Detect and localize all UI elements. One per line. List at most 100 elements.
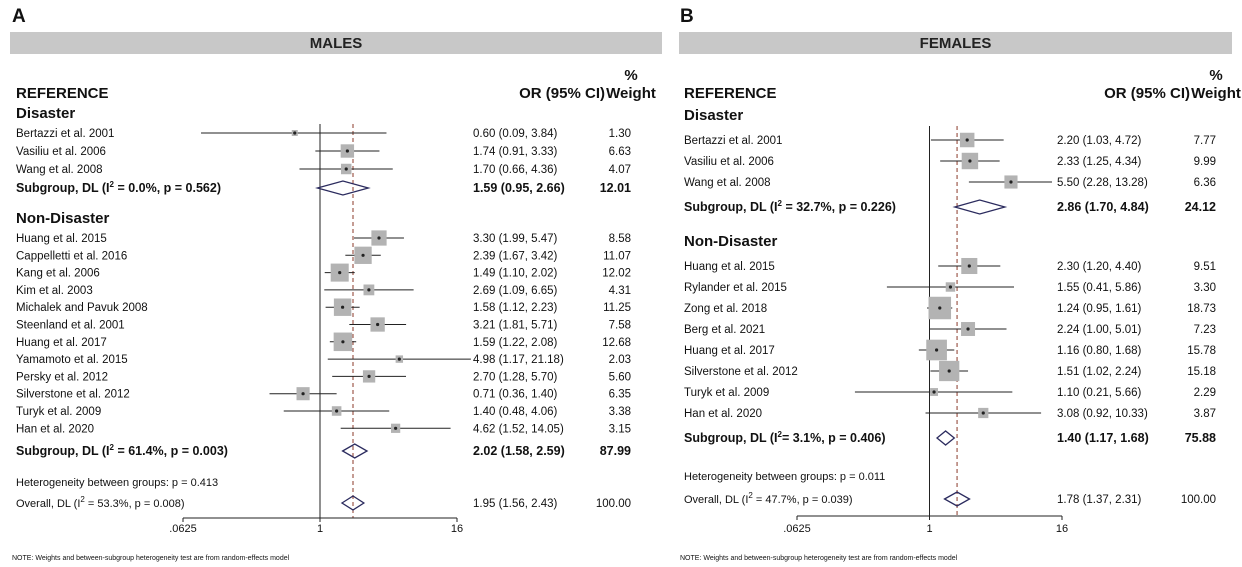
study-point xyxy=(948,285,953,289)
study-weight: 12.02 xyxy=(602,268,631,280)
study-or-ci: 2.20 (1.03, 4.72) xyxy=(1057,135,1142,147)
study-weight: 15.78 xyxy=(1187,345,1216,357)
study-point xyxy=(376,322,380,327)
study-label: Persky et al. 2012 xyxy=(16,371,108,383)
subgroup-label: Subgroup, DL (I2 = 32.7%, p = 0.226) xyxy=(684,199,896,214)
study-or-ci: 3.30 (1.99, 5.47) xyxy=(473,233,558,245)
study-weight: 4.31 xyxy=(609,285,631,297)
study-label: Turyk et al. 2009 xyxy=(684,387,769,399)
study-label: Huang et al. 2017 xyxy=(16,337,107,349)
study-weight: 2.29 xyxy=(1194,387,1216,399)
study-or-ci: 1.24 (0.95, 1.61) xyxy=(1057,303,1142,315)
study-or-ci: 2.70 (1.28, 5.70) xyxy=(473,371,558,383)
study-weight: 15.18 xyxy=(1187,366,1216,378)
study-or-ci: 4.62 (1.52, 14.05) xyxy=(473,423,564,435)
study-label: Yamamoto et al. 2015 xyxy=(16,354,128,366)
study-or-ci: 2.30 (1.20, 4.40) xyxy=(1057,261,1142,273)
overall-label: Overall, DL (I2 = 47.7%, p = 0.039) xyxy=(684,491,853,506)
study-point xyxy=(335,409,339,413)
heterogeneity-text: Heterogeneity between groups: p = 0.413 xyxy=(16,477,218,489)
column-header-weight-top: % xyxy=(624,67,637,84)
column-header-weight-top: % xyxy=(1209,67,1222,84)
study-or-ci: 1.51 (1.02, 2.24) xyxy=(1057,366,1142,378)
study-or-ci: 1.55 (0.41, 5.86) xyxy=(1057,282,1142,294)
study-point xyxy=(397,357,401,361)
subgroup-label: Subgroup, DL (I2= 3.1%, p = 0.406) xyxy=(684,430,886,445)
x-axis-tick-label: 16 xyxy=(451,523,463,535)
study-point xyxy=(345,149,349,153)
study-or-ci: 4.98 (1.17, 21.18) xyxy=(473,354,564,366)
study-point xyxy=(965,138,969,142)
overall-weight: 100.00 xyxy=(596,498,631,510)
column-header-weight: Weight xyxy=(1191,85,1241,102)
study-label: Vasiliu et al. 2006 xyxy=(684,156,774,168)
study-label: Silverstone et al. 2012 xyxy=(684,366,798,378)
study-or-ci: 1.70 (0.66, 4.36) xyxy=(473,164,558,176)
x-axis-tick-label: 1 xyxy=(317,523,323,535)
group-heading-disaster: Disaster xyxy=(684,107,743,124)
study-label: Zong et al. 2018 xyxy=(684,303,767,315)
study-label: Turyk et al. 2009 xyxy=(16,406,101,418)
study-point xyxy=(344,167,348,171)
study-point xyxy=(341,340,345,344)
panel-banner-title: MALES xyxy=(310,35,363,52)
column-header-weight: Weight xyxy=(606,85,656,102)
study-or-ci: 3.21 (1.81, 5.71) xyxy=(473,320,558,332)
group-heading-disaster: Disaster xyxy=(16,105,75,122)
study-weight: 9.99 xyxy=(1194,156,1216,168)
study-weight: 3.38 xyxy=(609,406,631,418)
column-header-reference: REFERENCE xyxy=(684,85,777,102)
study-or-ci: 2.69 (1.09, 6.65) xyxy=(473,285,558,297)
x-axis-tick-label: .0625 xyxy=(783,523,811,535)
study-point xyxy=(377,236,381,240)
study-label: Cappelletti et al. 2016 xyxy=(16,250,127,262)
subgroup-diamond xyxy=(341,443,369,459)
study-weight: 3.15 xyxy=(609,423,631,435)
panel-females: B FEMALES REFERENCE OR (95% CI)%Weight .0625… xyxy=(679,6,1241,562)
study-label: Huang et al. 2015 xyxy=(16,233,107,245)
study-or-ci: 1.16 (0.80, 1.68) xyxy=(1057,345,1142,357)
study-or-ci: 0.71 (0.36, 1.40) xyxy=(473,389,558,401)
study-or-ci: 0.60 (0.09, 3.84) xyxy=(473,128,558,140)
study-point xyxy=(1009,180,1013,184)
study-weight: 7.23 xyxy=(1194,324,1216,336)
subgroup-label: Subgroup, DL (I2 = 0.0%, p = 0.562) xyxy=(16,180,221,195)
study-or-ci: 2.39 (1.67, 3.42) xyxy=(473,250,558,262)
overall-weight: 100.00 xyxy=(1181,494,1216,506)
study-weight: 3.30 xyxy=(1194,282,1216,294)
panel-banner xyxy=(10,32,662,54)
panel-banner xyxy=(679,32,1232,54)
study-weight: 9.51 xyxy=(1194,261,1216,273)
study-label: Kang et al. 2006 xyxy=(16,268,100,280)
study-point xyxy=(947,369,951,373)
overall-or-ci: 1.95 (1.56, 2.43) xyxy=(473,498,558,510)
group-heading-non-disaster: Non-Disaster xyxy=(16,210,110,227)
study-point xyxy=(361,253,365,257)
study-weight: 1.30 xyxy=(609,128,631,140)
study-weight: 5.60 xyxy=(609,371,631,383)
study-or-ci: 1.58 (1.12, 2.23) xyxy=(473,302,558,314)
heterogeneity-text: Heterogeneity between groups: p = 0.011 xyxy=(684,471,885,483)
study-or-ci: 1.49 (1.10, 2.02) xyxy=(473,268,558,280)
overall-label: Overall, DL (I2 = 53.3%, p = 0.008) xyxy=(16,495,185,510)
overall-or-ci: 1.78 (1.37, 2.31) xyxy=(1057,494,1142,506)
study-point xyxy=(394,426,398,430)
study-or-ci: 1.10 (0.21, 5.66) xyxy=(1057,387,1142,399)
study-weight: 7.58 xyxy=(609,320,631,332)
subgroup-or-ci: 2.86 (1.70, 4.84) xyxy=(1057,200,1149,214)
study-weight: 6.36 xyxy=(1194,177,1216,189)
study-weight: 7.77 xyxy=(1194,135,1216,147)
study-point xyxy=(932,390,936,394)
study-point xyxy=(338,271,342,275)
subgroup-weight: 87.99 xyxy=(600,444,631,458)
study-weight: 6.35 xyxy=(609,389,631,401)
study-label: Michalek and Pavuk 2008 xyxy=(16,302,148,314)
study-label: Wang et al. 2008 xyxy=(684,177,771,189)
x-axis-tick-label: 16 xyxy=(1056,523,1068,535)
subgroup-label: Subgroup, DL (I2 = 61.4%, p = 0.003) xyxy=(16,443,228,458)
study-label: Han et al. 2020 xyxy=(16,423,94,435)
column-header-or-ci: OR (95% CI) xyxy=(1104,85,1190,102)
subgroup-diamond xyxy=(315,180,371,196)
